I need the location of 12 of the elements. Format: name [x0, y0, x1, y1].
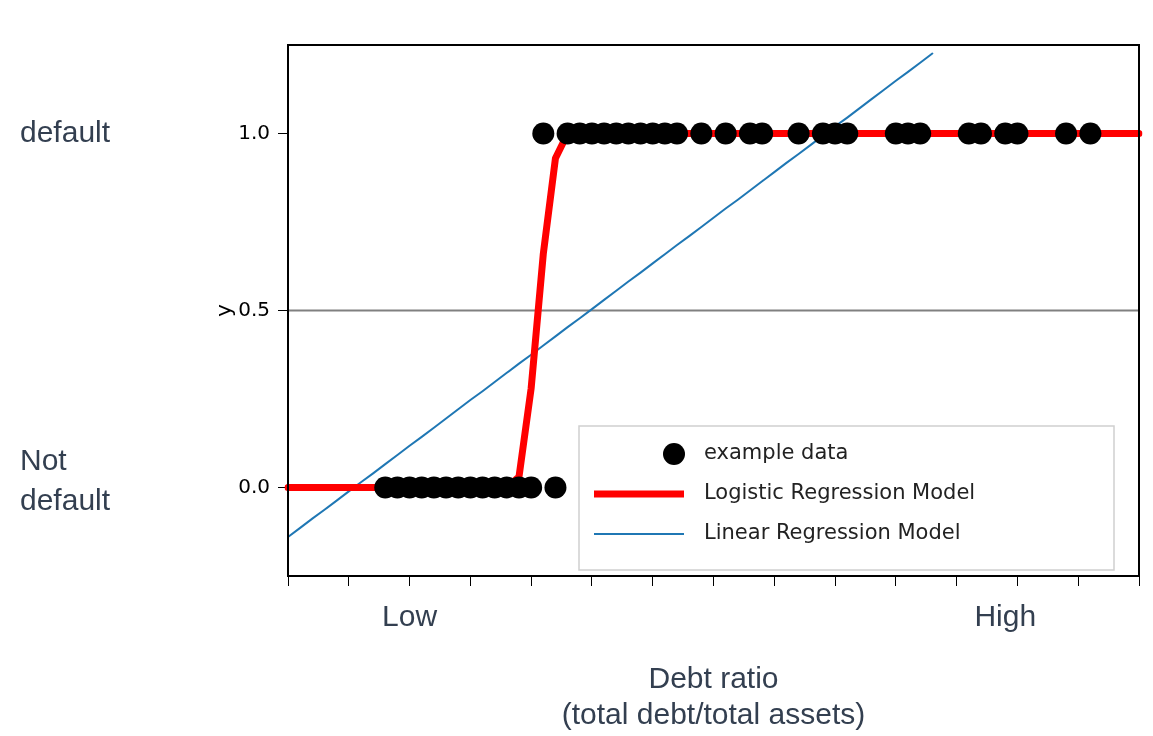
- y-axis-title: y: [210, 303, 236, 318]
- legend-label: Linear Regression Model: [704, 520, 961, 545]
- x-tick-label: Low: [382, 599, 438, 633]
- y-tick-label: 0.5: [238, 296, 270, 321]
- x-tick-label: High: [974, 599, 1037, 633]
- text: default: [20, 114, 111, 150]
- legend-label: example data: [704, 440, 849, 465]
- legend-label: Logistic Regression Model: [704, 480, 976, 505]
- x-axis-title: Debt ratio (total debt/total assets): [561, 661, 866, 731]
- text: Not default: [20, 442, 111, 518]
- y-tick-label: 0.0: [238, 473, 270, 498]
- y-tick-label: 1.0: [238, 119, 270, 144]
